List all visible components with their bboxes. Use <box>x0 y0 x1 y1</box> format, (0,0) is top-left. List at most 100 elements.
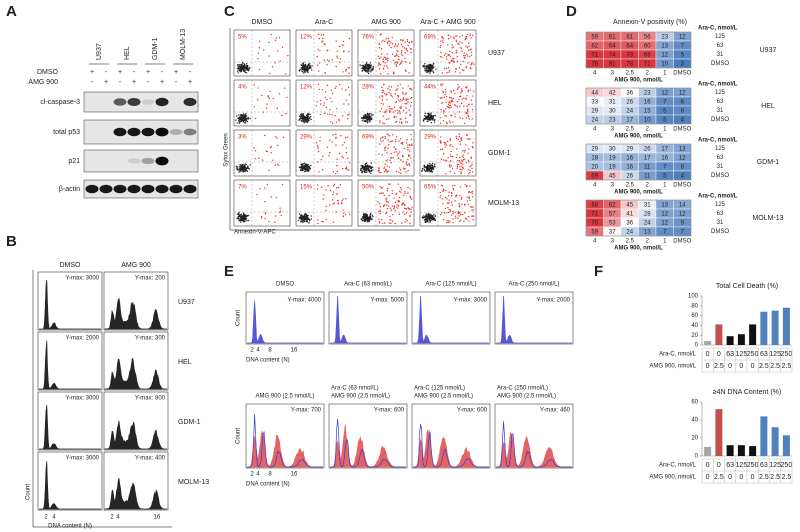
event <box>344 213 347 216</box>
event <box>441 37 443 39</box>
cell-value: 15 <box>644 109 651 115</box>
event <box>457 212 459 215</box>
event <box>274 221 276 223</box>
event <box>424 62 426 65</box>
sign: + <box>174 69 178 76</box>
event <box>471 103 473 105</box>
event <box>242 215 244 218</box>
event <box>235 167 238 169</box>
event <box>394 63 396 65</box>
event <box>348 169 350 171</box>
event <box>391 53 394 55</box>
event <box>430 112 432 114</box>
event <box>423 64 425 66</box>
event <box>241 170 244 172</box>
event <box>429 213 431 216</box>
event <box>254 150 257 152</box>
sign: - <box>161 69 164 76</box>
event <box>304 64 306 66</box>
event <box>320 34 323 36</box>
event <box>435 68 437 70</box>
event <box>429 68 432 70</box>
event <box>391 96 393 98</box>
event <box>433 213 435 216</box>
y-tick-label: 80 <box>691 303 698 309</box>
event <box>298 213 301 215</box>
event <box>395 170 398 173</box>
table-value: 2.5 <box>714 363 724 370</box>
event <box>367 71 369 73</box>
event <box>448 69 451 72</box>
event <box>456 154 458 156</box>
blot-label: cl-caspase-3 <box>40 99 80 106</box>
event <box>321 186 323 188</box>
event <box>324 72 326 74</box>
event <box>459 117 461 119</box>
event <box>441 35 443 38</box>
blot-label: p21 <box>68 158 80 165</box>
event <box>451 51 454 54</box>
event <box>456 164 459 166</box>
bar <box>771 310 779 345</box>
histogram <box>413 424 489 468</box>
event <box>388 85 390 88</box>
event <box>461 169 463 171</box>
event <box>446 221 448 224</box>
event <box>408 150 411 152</box>
row-label: MOLM-13 <box>488 200 519 207</box>
event <box>379 143 381 145</box>
event <box>381 218 383 221</box>
event <box>405 98 407 101</box>
column-header: DMSO <box>60 262 82 269</box>
event <box>245 119 248 121</box>
event <box>369 112 371 115</box>
cell-value: 16 <box>661 156 668 162</box>
cell-value: 68 <box>644 53 651 59</box>
event <box>455 49 457 52</box>
event <box>405 47 407 50</box>
event <box>387 67 389 69</box>
percent: 65% <box>424 185 437 191</box>
event <box>399 191 402 193</box>
event <box>384 149 386 151</box>
event <box>397 58 400 61</box>
event <box>345 99 348 101</box>
event <box>336 108 338 110</box>
event <box>279 207 281 209</box>
event <box>449 145 451 147</box>
event <box>455 35 457 37</box>
event <box>346 117 349 120</box>
y-tick-label: 100 <box>688 294 699 300</box>
event <box>306 67 308 70</box>
event <box>359 169 362 172</box>
event <box>342 212 345 214</box>
event <box>407 85 409 87</box>
x-axis-label: DNA content (N) <box>246 482 290 488</box>
event <box>445 53 447 55</box>
event <box>472 209 475 211</box>
event <box>442 112 445 114</box>
event <box>305 117 307 120</box>
event <box>450 90 452 92</box>
event <box>303 72 305 74</box>
x-tick-label: 4 <box>256 348 260 354</box>
cell-value: 30 <box>609 109 616 115</box>
event <box>397 109 399 112</box>
event <box>342 157 344 159</box>
event <box>386 152 388 154</box>
event <box>398 213 400 215</box>
event <box>446 198 448 200</box>
event <box>450 60 452 62</box>
event <box>318 70 320 72</box>
table-value: 0 <box>717 462 721 469</box>
event <box>456 194 458 196</box>
event <box>249 164 251 166</box>
row-label: U937 <box>178 299 195 306</box>
event <box>235 165 238 168</box>
cell-value: 71 <box>591 53 598 59</box>
event <box>467 168 469 171</box>
event <box>319 113 322 116</box>
event <box>450 214 453 216</box>
y-max: Y-max: 2000 <box>537 298 571 304</box>
event <box>309 113 311 116</box>
